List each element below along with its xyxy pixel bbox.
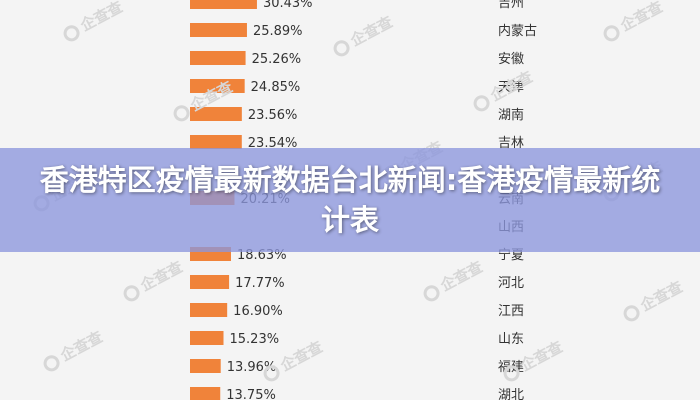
bar-value-label: 16.90% <box>233 304 283 319</box>
bar-value-label: 25.89% <box>253 24 303 39</box>
title-banner: 香港特区疫情最新数据台北新闻:香港疫情最新统计表 <box>0 148 700 252</box>
category-label: 河北 <box>498 276 524 291</box>
category-label: 福建 <box>498 360 524 375</box>
bar-value-label: 23.54% <box>248 136 298 151</box>
category-label: 内蒙古 <box>498 23 537 39</box>
banner-title: 香港特区疫情最新数据台北新闻:香港疫情最新统计表 <box>39 163 661 237</box>
bar-value-label: 25.26% <box>252 52 302 67</box>
bar-value-label: 24.85% <box>251 80 301 95</box>
category-label: 湖南 <box>498 107 524 123</box>
bar <box>190 135 242 149</box>
bar-value-label: 13.75% <box>226 388 276 400</box>
category-label: 山东 <box>498 332 524 347</box>
category-label: 江西 <box>498 304 524 319</box>
bar <box>190 359 221 373</box>
category-label: 安徽 <box>498 52 524 67</box>
bar-value-label: 13.96% <box>227 360 277 375</box>
category-label: 天津 <box>498 80 524 95</box>
bar-value-label: 15.23% <box>230 332 280 347</box>
bar <box>190 275 230 289</box>
bar <box>190 23 247 37</box>
bar <box>190 79 245 93</box>
bar-value-label: 23.56% <box>248 108 298 123</box>
category-label: 吉林 <box>498 136 524 151</box>
bar <box>190 51 246 65</box>
bar-value-label: 30.43% <box>263 0 313 11</box>
bar <box>190 331 224 345</box>
category-label: 吉州 <box>498 0 524 11</box>
bar <box>190 387 221 400</box>
bar <box>190 303 228 317</box>
bar-value-label: 17.77% <box>235 276 285 291</box>
bar <box>190 107 242 121</box>
category-label: 湖北 <box>498 388 524 400</box>
bar <box>190 0 257 9</box>
